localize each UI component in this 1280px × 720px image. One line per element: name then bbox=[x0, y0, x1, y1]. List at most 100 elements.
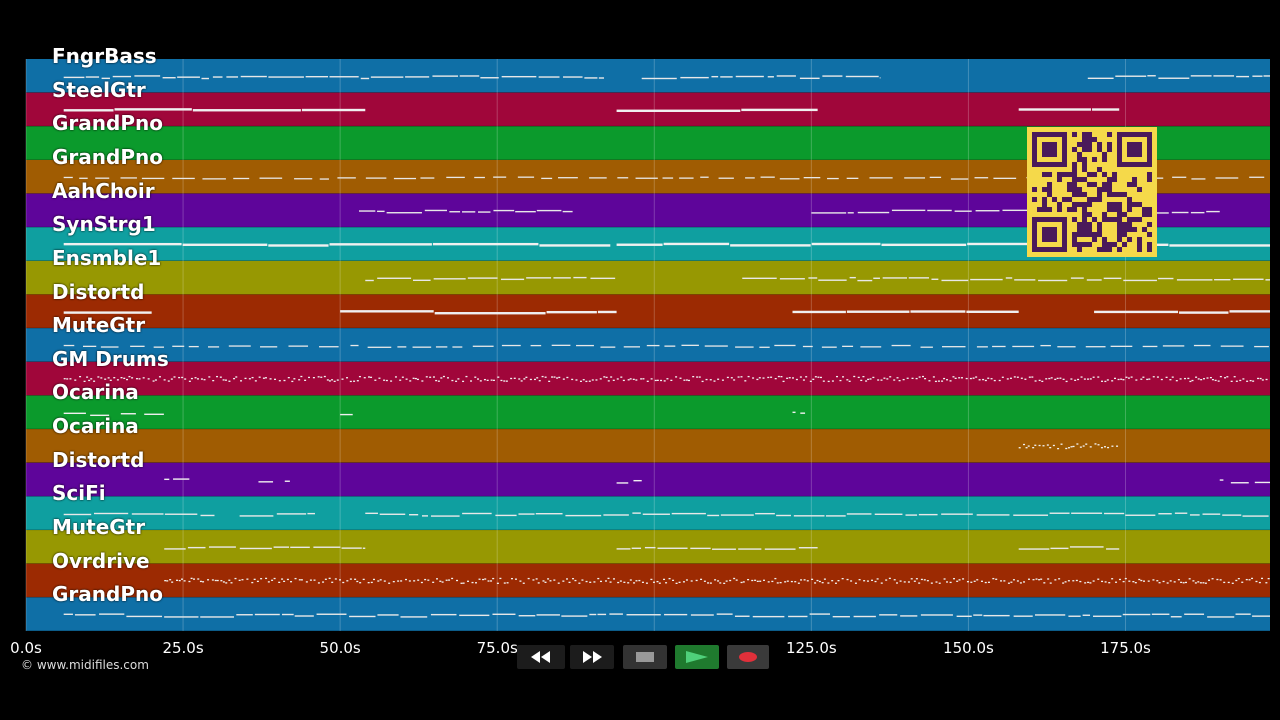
note bbox=[1169, 580, 1172, 582]
note bbox=[646, 380, 649, 382]
note bbox=[538, 380, 541, 382]
note bbox=[1115, 75, 1147, 77]
note bbox=[240, 75, 267, 78]
note bbox=[1032, 579, 1035, 581]
note bbox=[958, 579, 961, 581]
note bbox=[1219, 375, 1222, 378]
note bbox=[172, 177, 195, 180]
note bbox=[1122, 613, 1151, 616]
note bbox=[480, 77, 499, 79]
note bbox=[1042, 445, 1045, 447]
note bbox=[929, 176, 942, 179]
play-button[interactable] bbox=[675, 645, 719, 669]
copyright-text: © www.midifiles.com bbox=[21, 658, 149, 672]
note bbox=[1067, 447, 1070, 449]
note bbox=[414, 377, 417, 380]
play-icon bbox=[686, 651, 708, 663]
note bbox=[800, 412, 806, 414]
note bbox=[462, 380, 465, 383]
record-button[interactable] bbox=[727, 645, 769, 669]
note bbox=[1072, 445, 1075, 448]
note bbox=[982, 378, 985, 381]
note bbox=[153, 346, 165, 348]
note bbox=[239, 515, 274, 517]
note bbox=[954, 377, 957, 380]
note bbox=[329, 76, 359, 78]
note bbox=[200, 378, 203, 380]
note bbox=[741, 108, 818, 112]
qr-code bbox=[1027, 127, 1157, 257]
note bbox=[413, 580, 416, 582]
note bbox=[1083, 378, 1086, 380]
note bbox=[1195, 376, 1198, 378]
note bbox=[1192, 580, 1195, 582]
note bbox=[744, 380, 747, 382]
note bbox=[867, 378, 870, 381]
note bbox=[1069, 546, 1104, 548]
note bbox=[663, 380, 666, 382]
note bbox=[786, 377, 789, 379]
note bbox=[668, 577, 671, 580]
note bbox=[264, 377, 267, 379]
rewind-button[interactable] bbox=[517, 645, 565, 669]
note bbox=[228, 345, 251, 347]
note bbox=[1070, 446, 1073, 448]
note bbox=[451, 379, 454, 382]
note bbox=[1016, 580, 1019, 582]
note bbox=[579, 380, 582, 382]
note bbox=[845, 75, 879, 78]
note bbox=[657, 547, 688, 549]
note bbox=[1138, 578, 1141, 581]
note bbox=[530, 344, 542, 347]
note bbox=[63, 311, 152, 314]
note bbox=[180, 578, 183, 580]
note bbox=[941, 380, 944, 382]
time-tick-label: 0.0s bbox=[10, 639, 42, 657]
note bbox=[603, 514, 629, 516]
note bbox=[202, 178, 226, 180]
note bbox=[471, 581, 474, 584]
note bbox=[425, 376, 428, 378]
note bbox=[836, 375, 839, 378]
note bbox=[518, 378, 521, 380]
note bbox=[819, 376, 822, 379]
note bbox=[571, 378, 574, 381]
note bbox=[1049, 582, 1052, 584]
note bbox=[164, 513, 198, 515]
note bbox=[874, 513, 903, 515]
note bbox=[147, 378, 150, 380]
note bbox=[492, 379, 495, 381]
note bbox=[751, 579, 754, 582]
note bbox=[805, 376, 808, 378]
note bbox=[938, 582, 941, 584]
note bbox=[976, 514, 1010, 516]
note bbox=[1038, 379, 1041, 382]
note bbox=[537, 582, 540, 584]
fast-forward-button[interactable] bbox=[570, 645, 614, 669]
note bbox=[752, 377, 755, 379]
note bbox=[709, 582, 712, 584]
note bbox=[879, 77, 881, 79]
note bbox=[226, 76, 239, 78]
note bbox=[1148, 378, 1151, 380]
note bbox=[262, 377, 265, 379]
note bbox=[834, 582, 837, 584]
note bbox=[952, 376, 955, 378]
note bbox=[222, 379, 225, 381]
note bbox=[123, 377, 126, 379]
note bbox=[1249, 176, 1265, 178]
note bbox=[1142, 345, 1158, 348]
note bbox=[1175, 380, 1178, 382]
note bbox=[374, 379, 377, 381]
note bbox=[1062, 378, 1065, 380]
track-lane bbox=[26, 59, 1270, 93]
note bbox=[978, 379, 981, 381]
note bbox=[811, 212, 847, 214]
note bbox=[152, 380, 155, 382]
note bbox=[340, 413, 353, 416]
note bbox=[679, 377, 682, 379]
stop-button[interactable] bbox=[623, 645, 667, 669]
note bbox=[1252, 615, 1270, 617]
note bbox=[353, 380, 356, 382]
note bbox=[360, 77, 370, 80]
